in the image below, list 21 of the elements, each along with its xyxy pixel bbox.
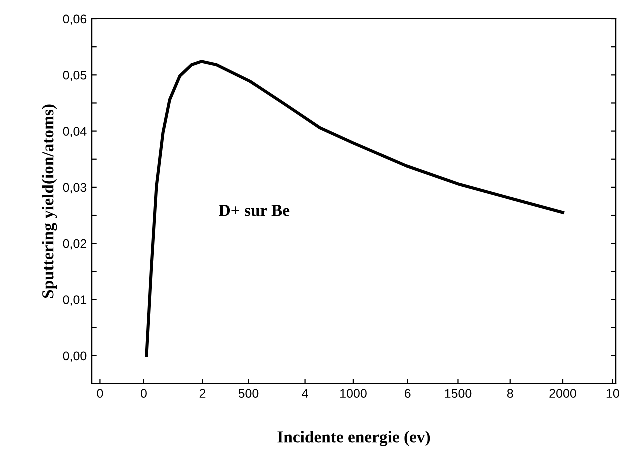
x-tick-label: 2000: [550, 389, 576, 398]
x-tick-label: 0: [140, 389, 147, 398]
y-axis-title: Sputtering yield(ion/atoms): [42, 104, 58, 298]
x2-tick-label: 2: [200, 389, 206, 398]
y-tick-label: 0,00: [63, 352, 87, 362]
y-tick-label: 0,02: [63, 239, 87, 250]
annotation: D+ sur Be: [219, 205, 290, 216]
x2-tick-label: 10: [606, 389, 620, 398]
x2-tick-label: 8: [507, 389, 514, 398]
x-axis-title: Incidente energie (ev): [278, 431, 430, 446]
x2-tick-label: 4: [302, 389, 308, 398]
y-tick-label: 0,05: [63, 70, 87, 82]
x-tick-label: 1500: [445, 389, 472, 398]
y-tick-label: 0,01: [63, 296, 87, 306]
x-tick-label: 1000: [340, 389, 367, 398]
x2-tick-label: 6: [404, 389, 411, 398]
y-tick-label: 0,03: [63, 183, 87, 194]
y-tick-label: 0,04: [63, 127, 87, 138]
y-tick-label: 0,06: [63, 14, 87, 26]
x-tick-label: 500: [238, 389, 259, 398]
line-series: [145, 60, 565, 358]
